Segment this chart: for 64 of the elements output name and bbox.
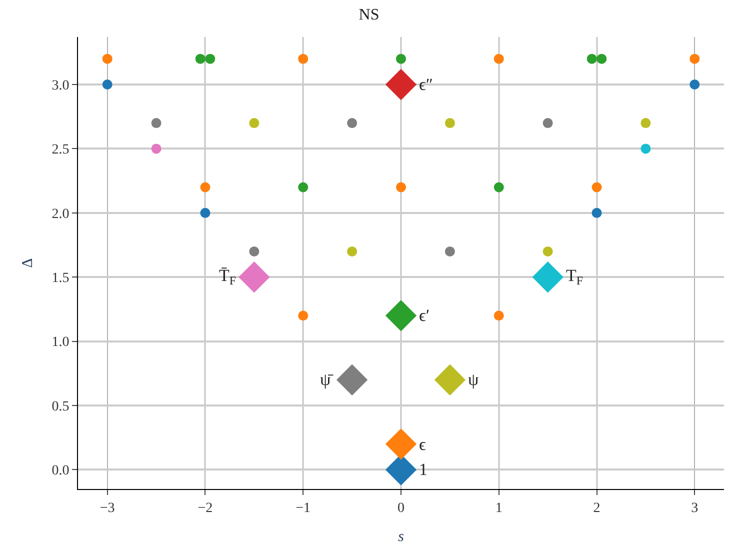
point	[298, 182, 308, 192]
series-label: ψ	[468, 370, 479, 389]
point	[195, 54, 206, 64]
point	[385, 300, 417, 332]
point	[205, 54, 216, 64]
point	[102, 54, 112, 64]
x-axis-title: s	[398, 528, 404, 545]
y-tick-label: 2.5	[52, 142, 70, 158]
x-tick-label: 2	[593, 500, 600, 516]
point	[596, 54, 607, 64]
point	[640, 118, 651, 128]
x-tick-label: −2	[198, 500, 213, 516]
x-tick-label: 0	[398, 500, 404, 516]
point	[396, 182, 406, 192]
series-label: ψ̄	[320, 370, 334, 389]
series-label: T$_{F}$	[566, 266, 584, 288]
point	[690, 80, 700, 90]
point	[592, 208, 602, 218]
point	[336, 364, 368, 396]
point	[542, 118, 553, 128]
x-tick-label: 1	[495, 500, 502, 516]
point	[200, 182, 210, 192]
x-tick-label: −1	[296, 500, 311, 516]
point	[586, 54, 597, 64]
point	[249, 118, 260, 128]
y-tick-label: 0.0	[52, 464, 70, 479]
point	[494, 54, 504, 64]
point	[151, 144, 162, 154]
point	[542, 246, 553, 256]
y-tick-label: 0.5	[52, 399, 70, 414]
point	[200, 208, 210, 218]
y-tick-label: 1.0	[52, 335, 70, 350]
point	[690, 54, 700, 64]
chart-title: NS	[358, 6, 380, 24]
series-label: ϵ″	[419, 75, 433, 94]
y-tick-label: 1.5	[52, 271, 70, 286]
point	[434, 364, 466, 396]
point	[298, 54, 308, 64]
point	[347, 118, 358, 128]
y-axis-title: Δ	[20, 258, 36, 268]
point	[444, 118, 455, 128]
x-tick-label: 3	[691, 500, 698, 516]
y-tick-label: 3.0	[52, 78, 70, 94]
point	[385, 68, 417, 100]
series-label: T̄$_{F}$	[219, 266, 236, 288]
point	[592, 182, 602, 192]
y-tick-label: 2.0	[52, 206, 70, 222]
series-label: ϵ′	[419, 306, 430, 325]
point	[347, 246, 358, 256]
point	[238, 262, 270, 293]
point	[151, 118, 162, 128]
point	[298, 310, 308, 321]
point	[396, 54, 406, 64]
point	[494, 310, 504, 321]
point	[494, 182, 504, 192]
point	[385, 428, 417, 460]
point	[102, 80, 112, 90]
point	[444, 246, 455, 256]
point	[249, 246, 260, 256]
series-label: 1	[419, 460, 428, 479]
series-label: ϵ	[419, 435, 426, 454]
point	[640, 144, 651, 154]
point	[532, 262, 564, 293]
x-tick-label: −3	[100, 500, 115, 516]
